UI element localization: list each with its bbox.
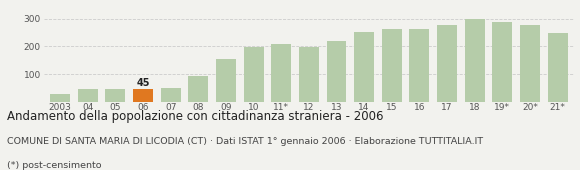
Bar <box>78 89 97 102</box>
Bar <box>465 19 485 102</box>
Bar <box>409 29 429 102</box>
Text: COMUNE DI SANTA MARIA DI LICODIA (CT) · Dati ISTAT 1° gennaio 2006 · Elaborazion: COMUNE DI SANTA MARIA DI LICODIA (CT) · … <box>7 137 483 146</box>
Bar <box>437 25 457 102</box>
Bar <box>244 47 263 102</box>
Bar <box>299 47 319 102</box>
Text: Andamento della popolazione con cittadinanza straniera - 2006: Andamento della popolazione con cittadin… <box>7 110 383 123</box>
Bar <box>327 41 346 102</box>
Bar <box>382 29 402 102</box>
Bar <box>354 32 374 102</box>
Bar <box>161 88 180 102</box>
Bar <box>271 44 291 102</box>
Bar <box>106 89 125 102</box>
Bar <box>492 22 512 102</box>
Bar <box>520 25 540 102</box>
Text: 45: 45 <box>136 78 150 88</box>
Bar <box>50 94 70 102</box>
Bar <box>188 76 208 102</box>
Text: (*) post-censimento: (*) post-censimento <box>7 161 101 170</box>
Bar <box>216 59 236 102</box>
Bar <box>133 89 153 102</box>
Bar <box>548 33 568 102</box>
